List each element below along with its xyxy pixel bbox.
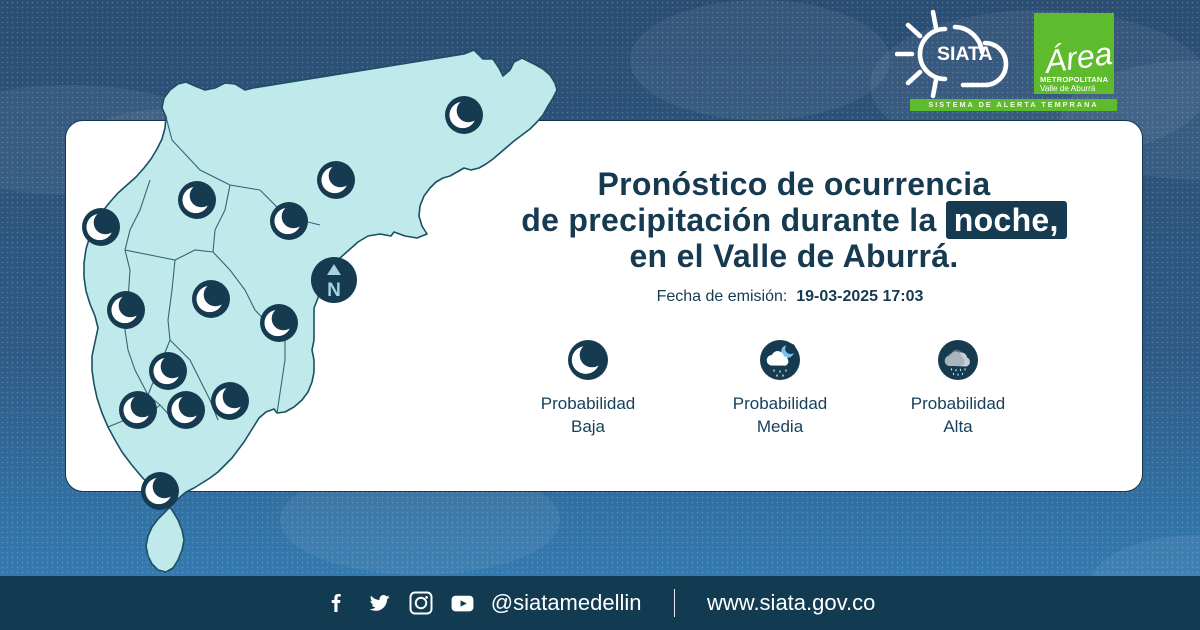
svg-text:N: N [327, 280, 341, 301]
